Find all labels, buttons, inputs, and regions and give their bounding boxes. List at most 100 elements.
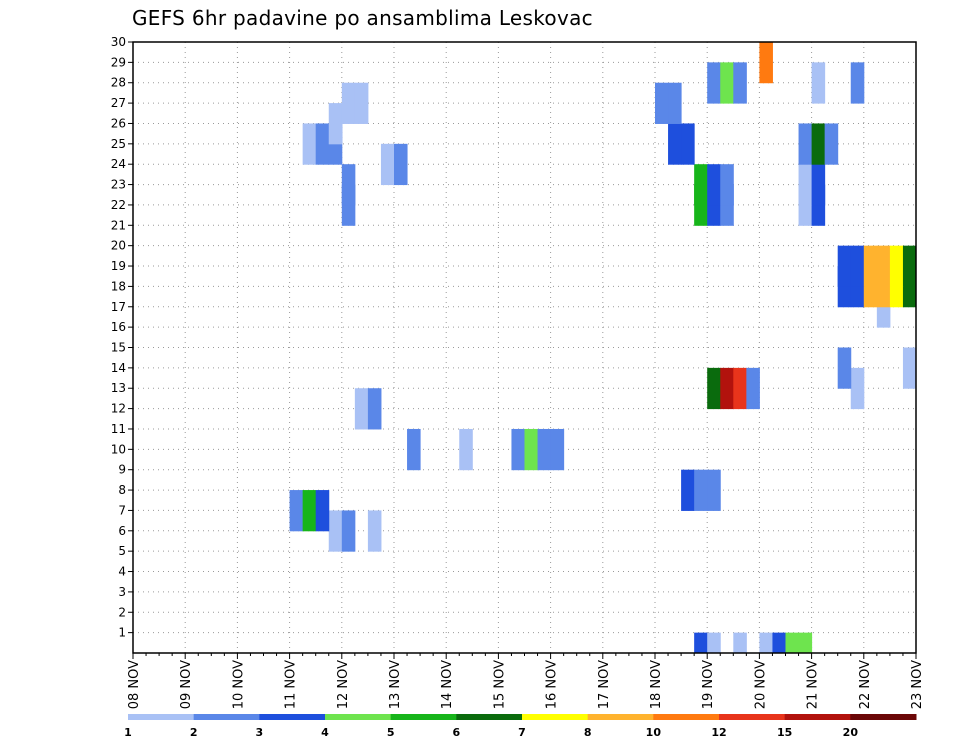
chart-title: GEFS 6hr padavine po ansamblima Leskovac: [132, 6, 593, 30]
precip-cell: [524, 428, 539, 471]
y-tick-label: 7: [118, 503, 126, 517]
y-tick-label: 2: [118, 605, 126, 619]
x-tick-label: 11 NOV: [284, 660, 299, 709]
legend-swatch: [390, 714, 457, 720]
precip-cell: [733, 632, 747, 653]
y-tick-label: 13: [111, 381, 126, 395]
x-tick-label: 21 NOV: [806, 660, 821, 709]
grid-lines: [133, 42, 916, 653]
precip-cell: [681, 123, 695, 165]
precip-cell: [876, 245, 891, 287]
legend-label: 5: [387, 726, 395, 739]
x-tick-label: 09 NOV: [179, 660, 194, 709]
legend-label: 8: [584, 726, 592, 739]
y-tick-label: 5: [118, 544, 126, 558]
precip-cell: [850, 62, 865, 104]
y-tick-label: 18: [111, 279, 126, 293]
precipitation-cells: [289, 42, 930, 653]
y-tick-label: 30: [111, 35, 126, 49]
precip-cell: [837, 245, 852, 287]
precip-cell: [341, 510, 356, 552]
precip-cell: [328, 103, 343, 145]
precip-cell: [394, 143, 408, 186]
precip-cell: [315, 490, 330, 532]
legend-label: 2: [190, 726, 198, 739]
color-legend: 1 2 3 4 5 6 7 8 10 12 15 20: [124, 714, 917, 739]
legend-label: 10: [646, 726, 662, 739]
precip-cell: [798, 632, 813, 653]
x-tick-label: 23 NOV: [910, 660, 925, 709]
y-tick-label: 22: [111, 198, 126, 212]
precip-cell: [889, 245, 904, 287]
y-tick-label: 6: [118, 524, 126, 538]
precip-cell: [902, 347, 916, 389]
x-tick-label: 19 NOV: [701, 660, 716, 709]
legend-swatch: [784, 714, 851, 720]
precip-cell: [511, 428, 525, 471]
legend-swatch: [128, 714, 195, 720]
y-tick-label: 9: [118, 463, 126, 477]
precip-cell: [798, 123, 813, 165]
precip-cell: [694, 164, 708, 206]
x-tick-label: 08 NOV: [127, 660, 142, 709]
y-tick-label: 27: [111, 96, 126, 110]
x-tick-label: 12 NOV: [336, 660, 351, 709]
precip-cell: [367, 388, 382, 430]
precip-cell: [354, 82, 369, 124]
y-tick-label: 24: [111, 157, 126, 171]
precip-cell: [707, 632, 721, 653]
y-tick-label: 20: [111, 239, 126, 253]
y-axis-ticks: 1234567891011121314151617181920212223242…: [111, 35, 133, 640]
y-tick-label: 4: [118, 565, 126, 579]
precip-cell: [824, 123, 839, 165]
y-tick-label: 1: [118, 626, 126, 640]
legend-swatch: [193, 714, 260, 720]
legend-label: 6: [453, 726, 461, 739]
y-tick-label: 12: [111, 402, 126, 416]
precip-cell: [837, 347, 852, 389]
x-tick-label: 22 NOV: [858, 660, 873, 709]
y-tick-label: 21: [111, 218, 126, 232]
y-tick-label: 26: [111, 116, 126, 130]
precip-cell: [811, 62, 826, 104]
precip-cell: [707, 367, 721, 410]
precip-cell: [902, 245, 916, 287]
y-tick-label: 25: [111, 137, 126, 151]
precip-cell: [407, 428, 421, 471]
precip-cell: [811, 123, 826, 165]
precip-cell: [550, 428, 565, 471]
precip-cell: [863, 245, 878, 287]
y-tick-label: 23: [111, 178, 126, 192]
precip-cell: [668, 82, 682, 124]
precip-cell: [707, 164, 721, 206]
precip-cell: [720, 62, 734, 104]
precip-cell: [850, 245, 865, 287]
y-tick-label: 16: [111, 320, 126, 334]
x-axis-ticks: 08 NOV 09 NOV 10 NOV 11 NOV 12 NOV 13 NOV 14 N…: [127, 653, 925, 709]
precip-cell: [733, 62, 747, 104]
precip-cell: [916, 246, 930, 287]
precip-cell: [367, 510, 382, 552]
x-tick-label: 13 NOV: [388, 660, 403, 709]
legend-label: 4: [321, 726, 329, 739]
legend-swatch: [259, 714, 326, 720]
x-tick-label: 20 NOV: [753, 660, 768, 709]
legend-swatch: [456, 714, 523, 720]
precip-cell: [694, 632, 708, 653]
precip-cell: [354, 388, 369, 430]
x-tick-label: 18 NOV: [649, 660, 664, 709]
y-tick-label: 15: [111, 341, 126, 355]
y-tick-label: 8: [118, 483, 126, 497]
precip-cell: [302, 490, 317, 532]
legend-swatch: [850, 714, 917, 720]
x-tick-label: 16 NOV: [545, 660, 560, 709]
precip-cell: [850, 367, 865, 410]
legend-label: 3: [256, 726, 264, 739]
precip-cell: [459, 428, 473, 471]
y-tick-label: 11: [111, 422, 126, 436]
x-tick-label: 10 NOV: [231, 660, 246, 709]
precip-cell: [746, 367, 760, 410]
x-tick-label: 14 NOV: [440, 660, 455, 709]
precip-cell: [707, 62, 721, 104]
precip-cell: [916, 266, 930, 307]
